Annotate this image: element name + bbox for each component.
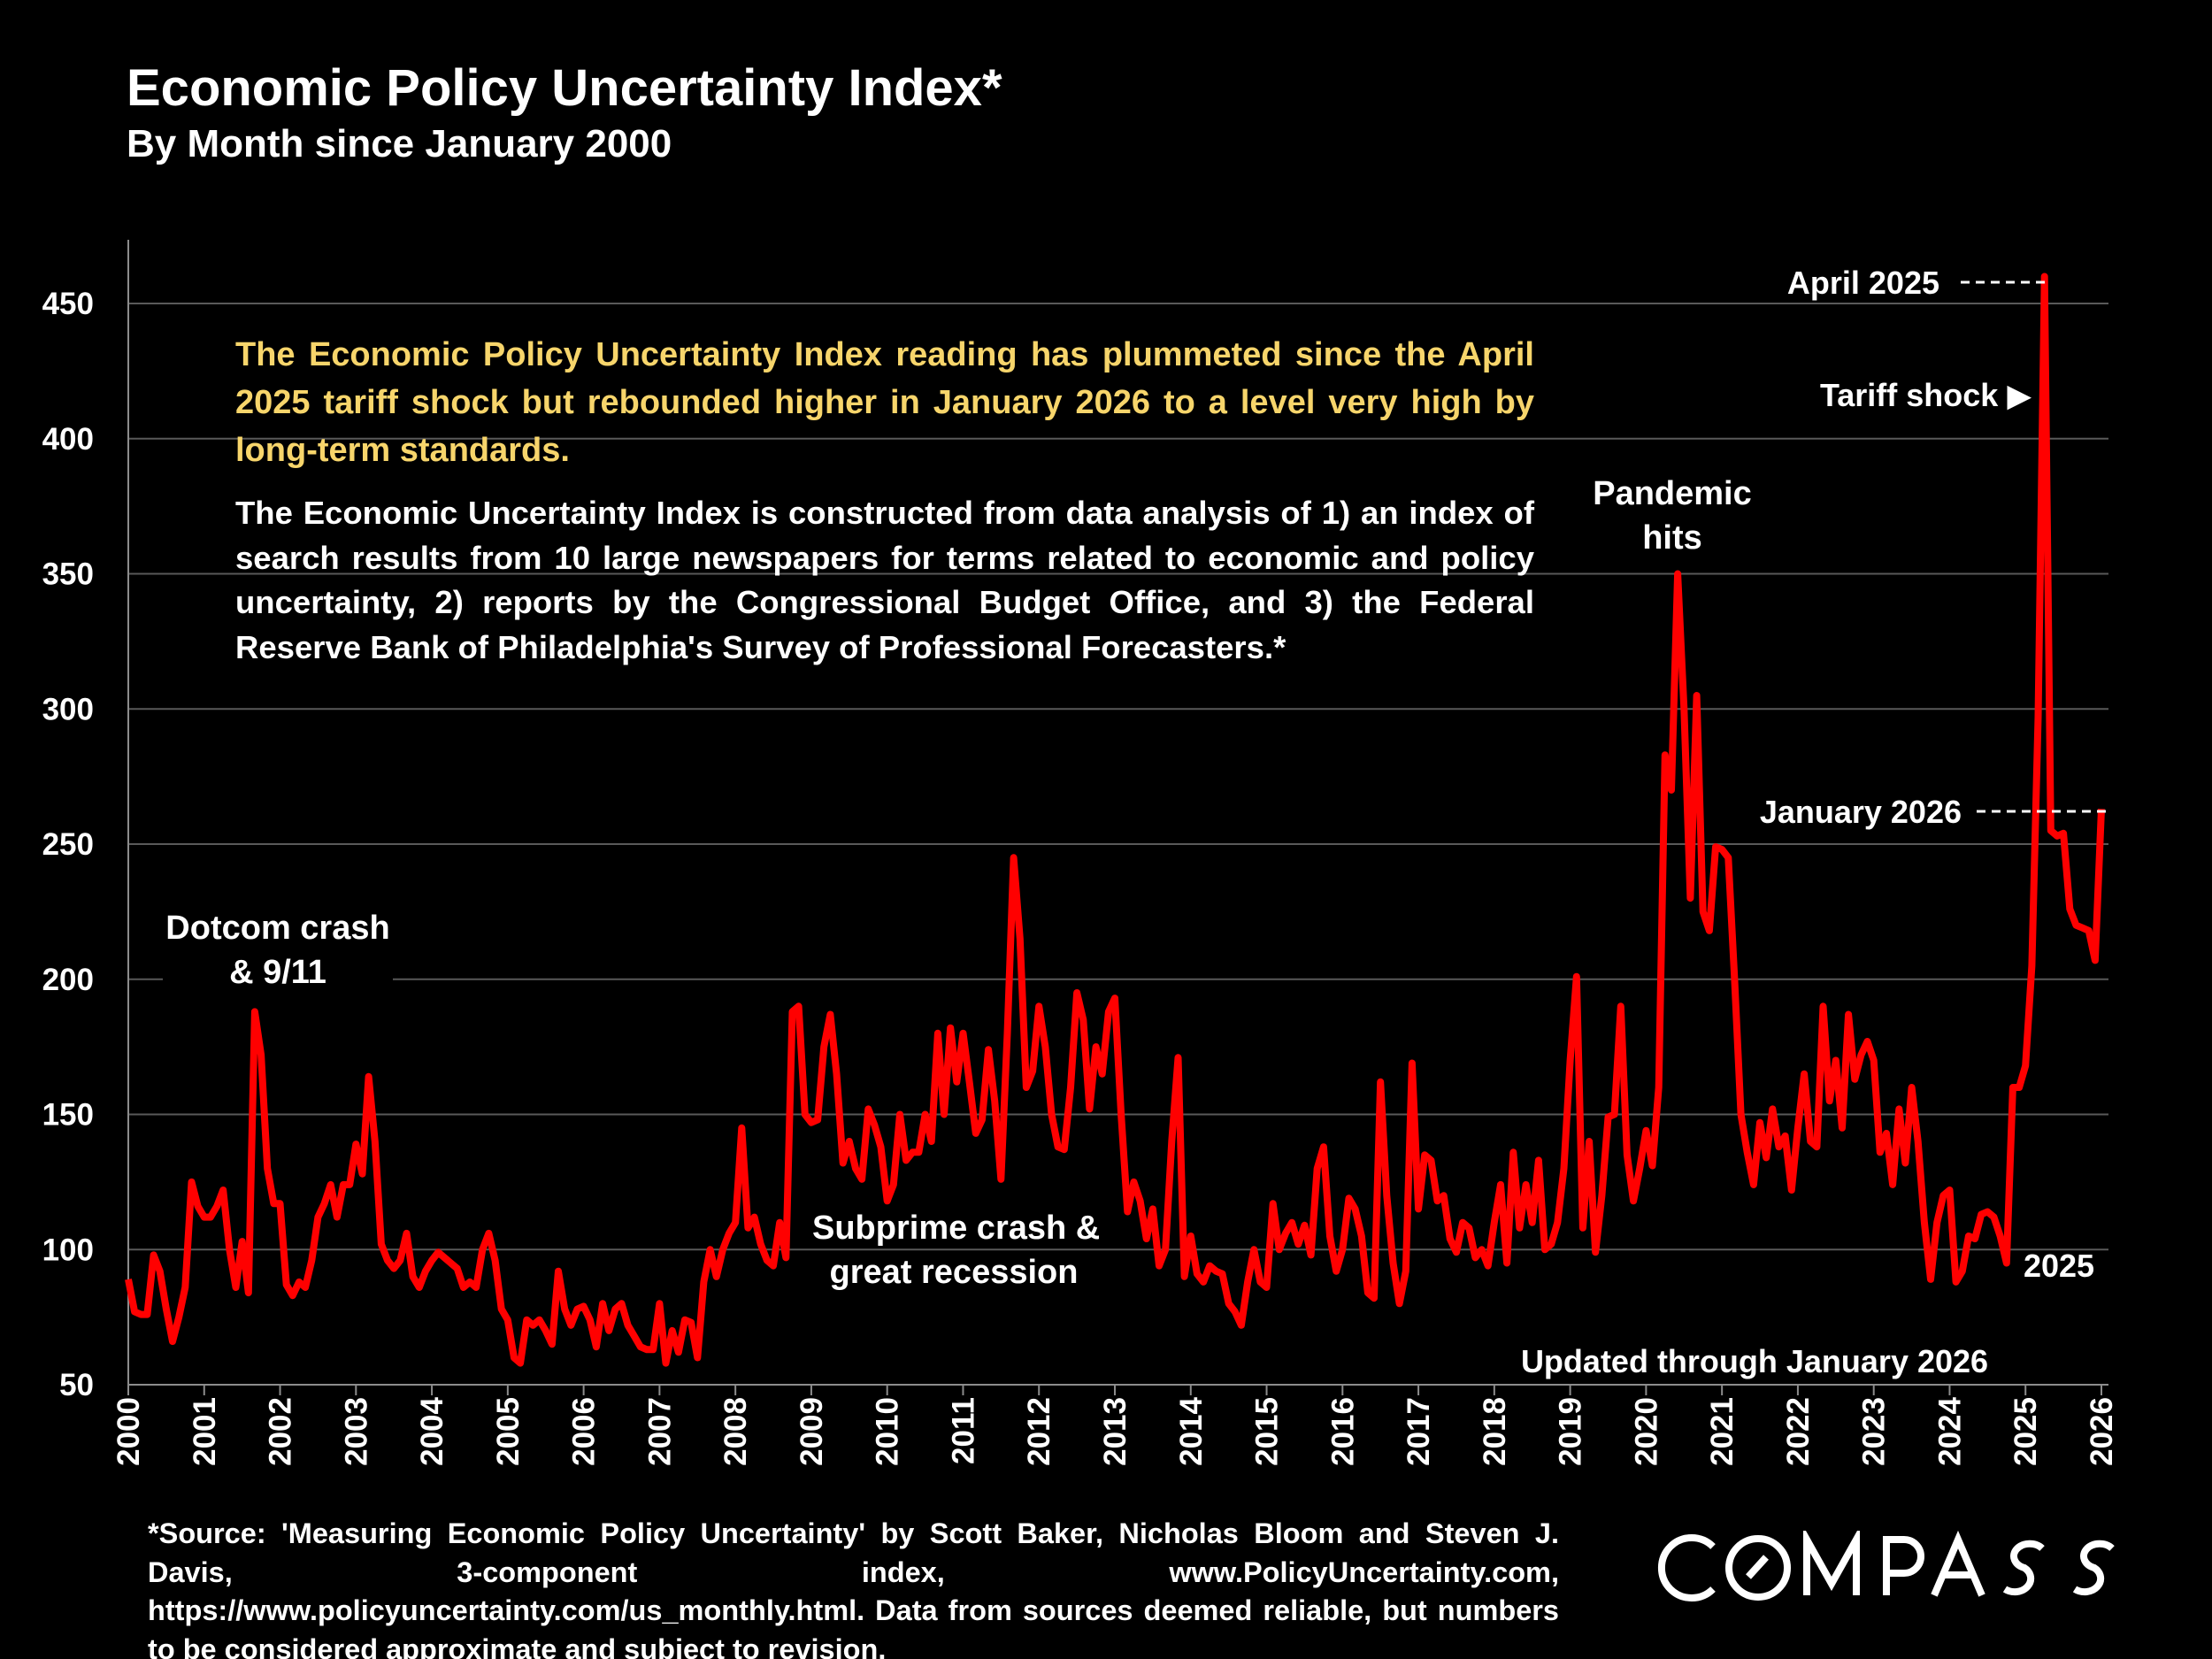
y-tick-label: 50: [59, 1368, 94, 1402]
y-tick-label: 400: [42, 422, 94, 457]
x-tick-label: 2015: [1250, 1397, 1285, 1466]
subprime-annotation: Subprime crash & great recession: [812, 1206, 1101, 1294]
chart-subtitle: By Month since January 2000: [127, 122, 672, 165]
x-tick-label: 2009: [795, 1397, 829, 1466]
x-tick-label: 2001: [188, 1397, 222, 1466]
pandemic-line-1: Pandemic: [1593, 475, 1752, 512]
x-tick-label: 2022: [1781, 1397, 1816, 1466]
x-tick-label: 2026: [2085, 1397, 2119, 1466]
year-2025-label: 2025: [2024, 1248, 2094, 1284]
description-note: The Economic Uncertainty Index is constr…: [235, 495, 1534, 665]
compass-logo: [1658, 1531, 2115, 1601]
x-tick-label: 2024: [1932, 1396, 1967, 1465]
x-tick-label: 2003: [339, 1397, 373, 1466]
dotcom-line-2: & 9/11: [229, 954, 326, 991]
y-tick-label: 300: [42, 692, 94, 726]
tariff-shock-label: Tariff shock ▶: [1820, 377, 2032, 413]
x-tick-label: 2010: [871, 1397, 905, 1466]
y-axis-ticks: 50 100 150 200 250 300 350 400 450: [42, 287, 94, 1402]
april-2025-label: April 2025: [1787, 265, 1939, 301]
source-footnote: *Source: 'Measuring Economic Policy Unce…: [148, 1517, 1559, 1659]
x-axis-ticks: 2000 2001 2002 2003 2004 2005 2006 2007 2008 2009…: [111, 1385, 2119, 1466]
y-tick-label: 150: [42, 1098, 94, 1133]
x-tick-label: 2025: [2008, 1397, 2043, 1466]
x-tick-label: 2012: [1022, 1397, 1056, 1466]
dotcom-line-1: Dotcom crash: [165, 910, 390, 947]
y-tick-label: 350: [42, 557, 94, 592]
y-tick-label: 100: [42, 1233, 94, 1267]
series-line: [125, 273, 2105, 1367]
headline-note: The Economic Policy Uncertainty Index re…: [235, 336, 1534, 469]
x-tick-label: 2020: [1629, 1397, 1663, 1466]
x-tick-label: 2002: [264, 1397, 298, 1466]
x-tick-label: 2023: [1857, 1397, 1892, 1466]
x-tick-label: 2008: [718, 1397, 753, 1466]
updated-label: Updated through January 2026: [1521, 1343, 1988, 1379]
x-tick-label: 2007: [642, 1397, 677, 1466]
x-tick-label: 2006: [567, 1397, 602, 1466]
x-tick-label: 2016: [1325, 1397, 1360, 1466]
dotcom-annotation: Dotcom crash & 9/11: [163, 906, 393, 995]
subprime-line-2: great recession: [829, 1254, 1079, 1291]
x-tick-label: 2013: [1098, 1397, 1133, 1466]
x-tick-label: 2019: [1554, 1397, 1588, 1466]
y-tick-label: 450: [42, 287, 94, 321]
x-tick-label: 2004: [415, 1396, 449, 1465]
chart-title: Economic Policy Uncertainty Index*: [127, 59, 1002, 117]
x-tick-label: 2014: [1174, 1396, 1209, 1465]
y-tick-label: 250: [42, 827, 94, 862]
subprime-line-1: Subprime crash &: [812, 1210, 1101, 1247]
gridlines: [128, 303, 2108, 1251]
x-tick-label: 2005: [491, 1397, 526, 1466]
x-tick-label: 2017: [1402, 1397, 1436, 1466]
x-tick-label: 2021: [1705, 1397, 1740, 1466]
january-2026-label: January 2026: [1760, 794, 1962, 830]
x-tick-label: 2018: [1478, 1397, 1512, 1466]
pandemic-line-2: hits: [1642, 519, 1702, 557]
y-tick-label: 200: [42, 963, 94, 997]
pandemic-annotation: Pandemic hits: [1584, 472, 1761, 560]
x-tick-label: 2011: [946, 1397, 980, 1464]
x-tick-label: 2000: [111, 1397, 146, 1466]
